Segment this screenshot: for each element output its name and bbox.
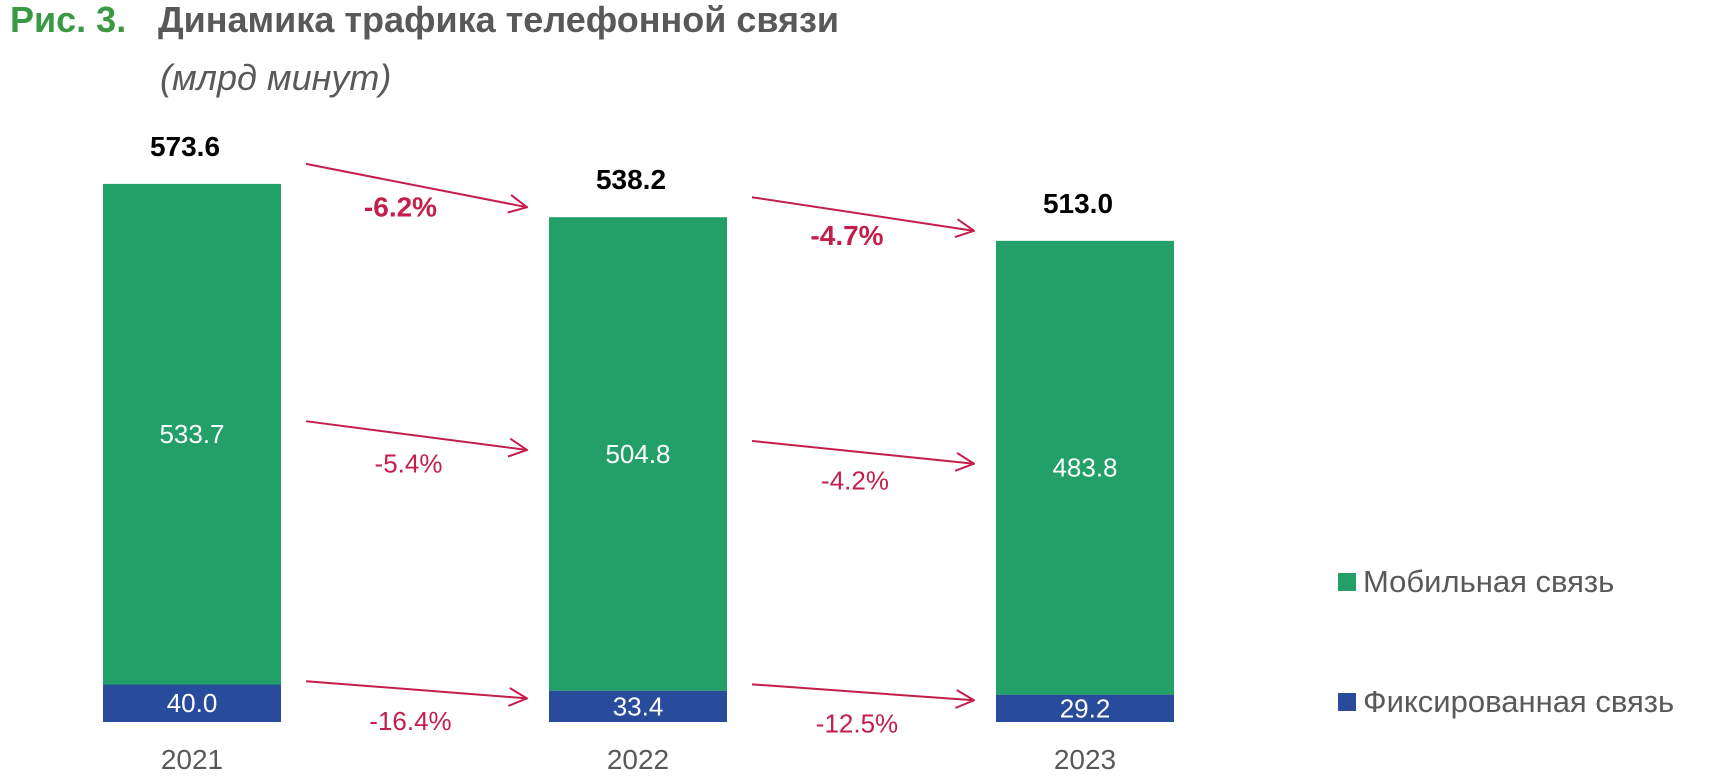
- growth-label-total-0: -6.2%: [364, 192, 437, 223]
- total-label-2023: 513.0: [1043, 188, 1113, 219]
- growth-arrow-fixed-0: [305, 680, 527, 698]
- legend: Мобильная связь Фиксированная связь: [1338, 564, 1674, 719]
- bar-mobile-2022: [549, 217, 727, 691]
- bars-group: [103, 183, 1174, 722]
- growth-label-mobile-0: -5.4%: [375, 449, 443, 479]
- growth-label-fixed-0: -16.4%: [369, 706, 451, 736]
- value-label-mobile-2021: 533.7: [159, 419, 224, 449]
- growth-label-fixed-1: -12.5%: [816, 708, 898, 738]
- bar-mobile-2021: [103, 183, 281, 685]
- growth-arrow-mobile-1: [751, 439, 974, 464]
- growth-label-total-1: -4.7%: [810, 220, 883, 251]
- bar-fixed-2022: [549, 690, 727, 722]
- labels-group: 533.7 40.0 573.6 2021 504.8 33.4 538.2 2022 483.…: [150, 131, 1118, 775]
- growth-arrows-group: [305, 162, 974, 700]
- legend-label-fixed: Фиксированная связь: [1363, 684, 1674, 719]
- legend-swatch-fixed: [1338, 693, 1356, 711]
- chart-title: Динамика трафика телефонной связи: [158, 0, 839, 40]
- value-label-mobile-2023: 483.8: [1052, 453, 1117, 483]
- growth-arrow-total-1: [751, 196, 974, 231]
- legend-label-mobile: Мобильная связь: [1363, 564, 1614, 599]
- total-label-2022: 538.2: [596, 164, 666, 195]
- x-tick-2022: 2022: [607, 744, 669, 775]
- x-tick-2023: 2023: [1054, 744, 1116, 775]
- bar-fixed-2021: [103, 684, 281, 722]
- growth-arrow-total-0: [305, 162, 527, 207]
- total-label-2021: 573.6: [150, 131, 220, 162]
- legend-swatch-mobile: [1338, 573, 1356, 591]
- value-label-fixed-2022: 33.4: [613, 691, 664, 721]
- value-label-fixed-2023: 29.2: [1060, 693, 1111, 723]
- x-tick-2021: 2021: [161, 744, 223, 775]
- growth-label-mobile-1: -4.2%: [821, 465, 889, 495]
- value-label-fixed-2021: 40.0: [167, 688, 218, 718]
- figure-label: Рис. 3.: [10, 0, 126, 40]
- growth-arrow-mobile-0: [305, 420, 527, 450]
- value-label-mobile-2022: 504.8: [605, 439, 670, 469]
- bar-mobile-2023: [996, 240, 1174, 695]
- bar-fixed-2023: [996, 694, 1174, 722]
- growth-arrow-fixed-1: [751, 683, 974, 700]
- chart-subtitle: (млрд минут): [160, 57, 391, 98]
